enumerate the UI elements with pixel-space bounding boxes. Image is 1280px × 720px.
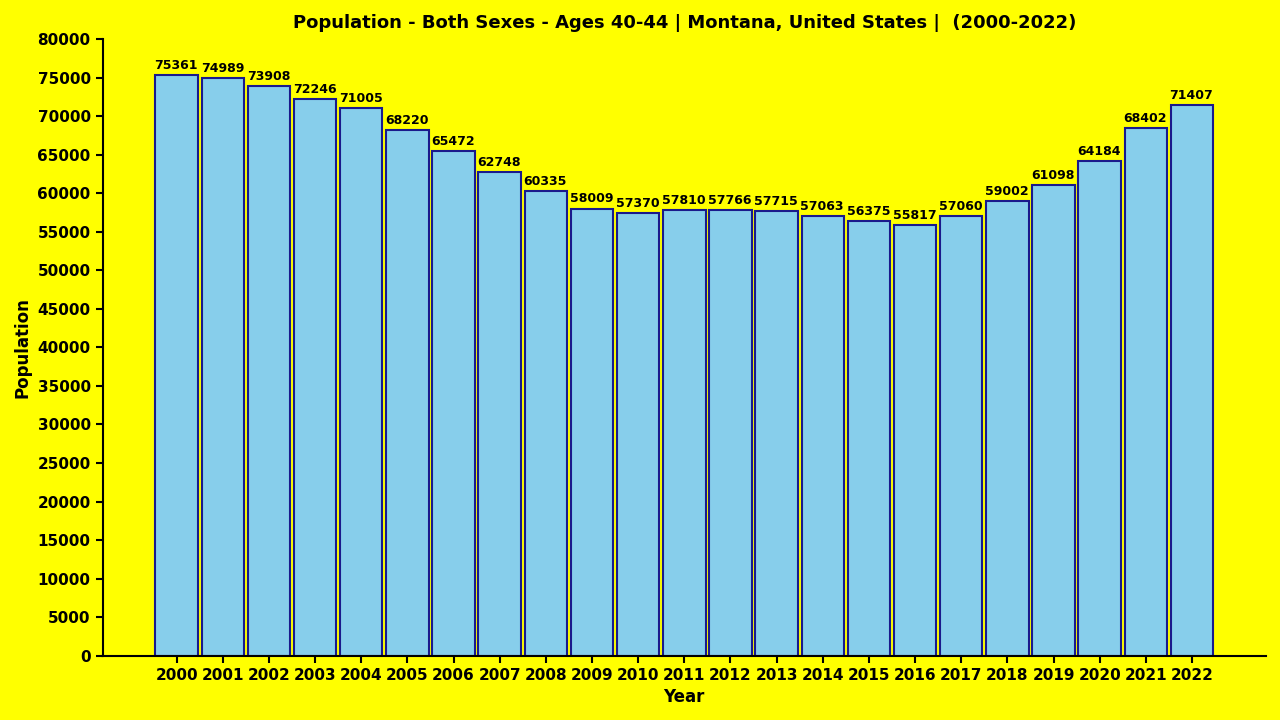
Text: 62748: 62748 [477,156,521,169]
Text: 72246: 72246 [293,83,337,96]
Text: 57715: 57715 [754,194,797,207]
Bar [294,99,337,656]
Bar [201,78,244,656]
Text: 57060: 57060 [938,199,983,213]
Text: 56375: 56375 [846,205,890,218]
Text: 57063: 57063 [800,199,844,212]
Bar [709,210,751,656]
Bar [1032,185,1075,656]
Bar [847,221,890,656]
Text: 71005: 71005 [339,92,383,105]
Bar [479,172,521,656]
Text: 68220: 68220 [385,114,429,127]
Title: Population - Both Sexes - Ages 40-44 | Montana, United States |  (2000-2022): Population - Both Sexes - Ages 40-44 | M… [293,14,1076,32]
Text: 55817: 55817 [892,210,936,222]
Bar [387,130,429,656]
Bar [663,210,705,656]
Text: 71407: 71407 [1170,89,1213,102]
Bar [525,191,567,656]
X-axis label: Year: Year [663,688,705,706]
Text: 68402: 68402 [1124,112,1167,125]
Bar [571,209,613,656]
Bar [617,213,659,656]
Bar [1079,161,1121,656]
Bar [755,211,797,656]
Bar [248,86,291,656]
Text: 59002: 59002 [986,185,1029,198]
Bar [801,216,844,656]
Text: 65472: 65472 [431,135,475,148]
Y-axis label: Population: Population [14,297,32,398]
Text: 57370: 57370 [616,197,659,210]
Bar [1125,128,1167,656]
Text: 57810: 57810 [662,194,705,207]
Bar [940,216,983,656]
Text: 57766: 57766 [708,194,751,207]
Bar [155,75,198,656]
Bar [986,201,1029,656]
Text: 75361: 75361 [155,59,198,72]
Text: 58009: 58009 [570,192,613,205]
Bar [433,151,475,656]
Text: 73908: 73908 [247,70,291,83]
Text: 74989: 74989 [201,61,244,75]
Text: 61098: 61098 [1032,168,1075,181]
Text: 64184: 64184 [1078,145,1121,158]
Bar [340,108,383,656]
Bar [1171,105,1213,656]
Bar [893,225,936,656]
Text: 60335: 60335 [524,174,567,187]
